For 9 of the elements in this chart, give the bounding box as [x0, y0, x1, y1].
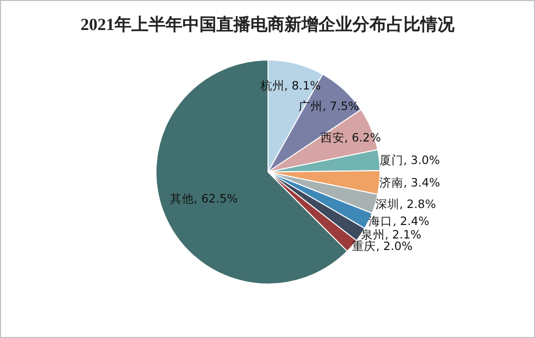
slice-label: 厦门, 3.0%	[379, 153, 440, 168]
slice-label: 重庆, 2.0%	[352, 239, 413, 254]
slice-label: 其他, 62.5%	[170, 192, 238, 206]
slice-label: 济南, 3.4%	[380, 176, 440, 190]
slice-label: 西安, 6.2%	[320, 130, 382, 144]
slice-label: 深圳, 2.8%	[375, 196, 436, 211]
slice-label: 海口, 2.4%	[368, 214, 430, 228]
chart-title: 2021年上半年中国直播电商新增企业分布占比情况	[80, 15, 456, 34]
slice-label: 广州, 7.5%	[298, 99, 360, 114]
